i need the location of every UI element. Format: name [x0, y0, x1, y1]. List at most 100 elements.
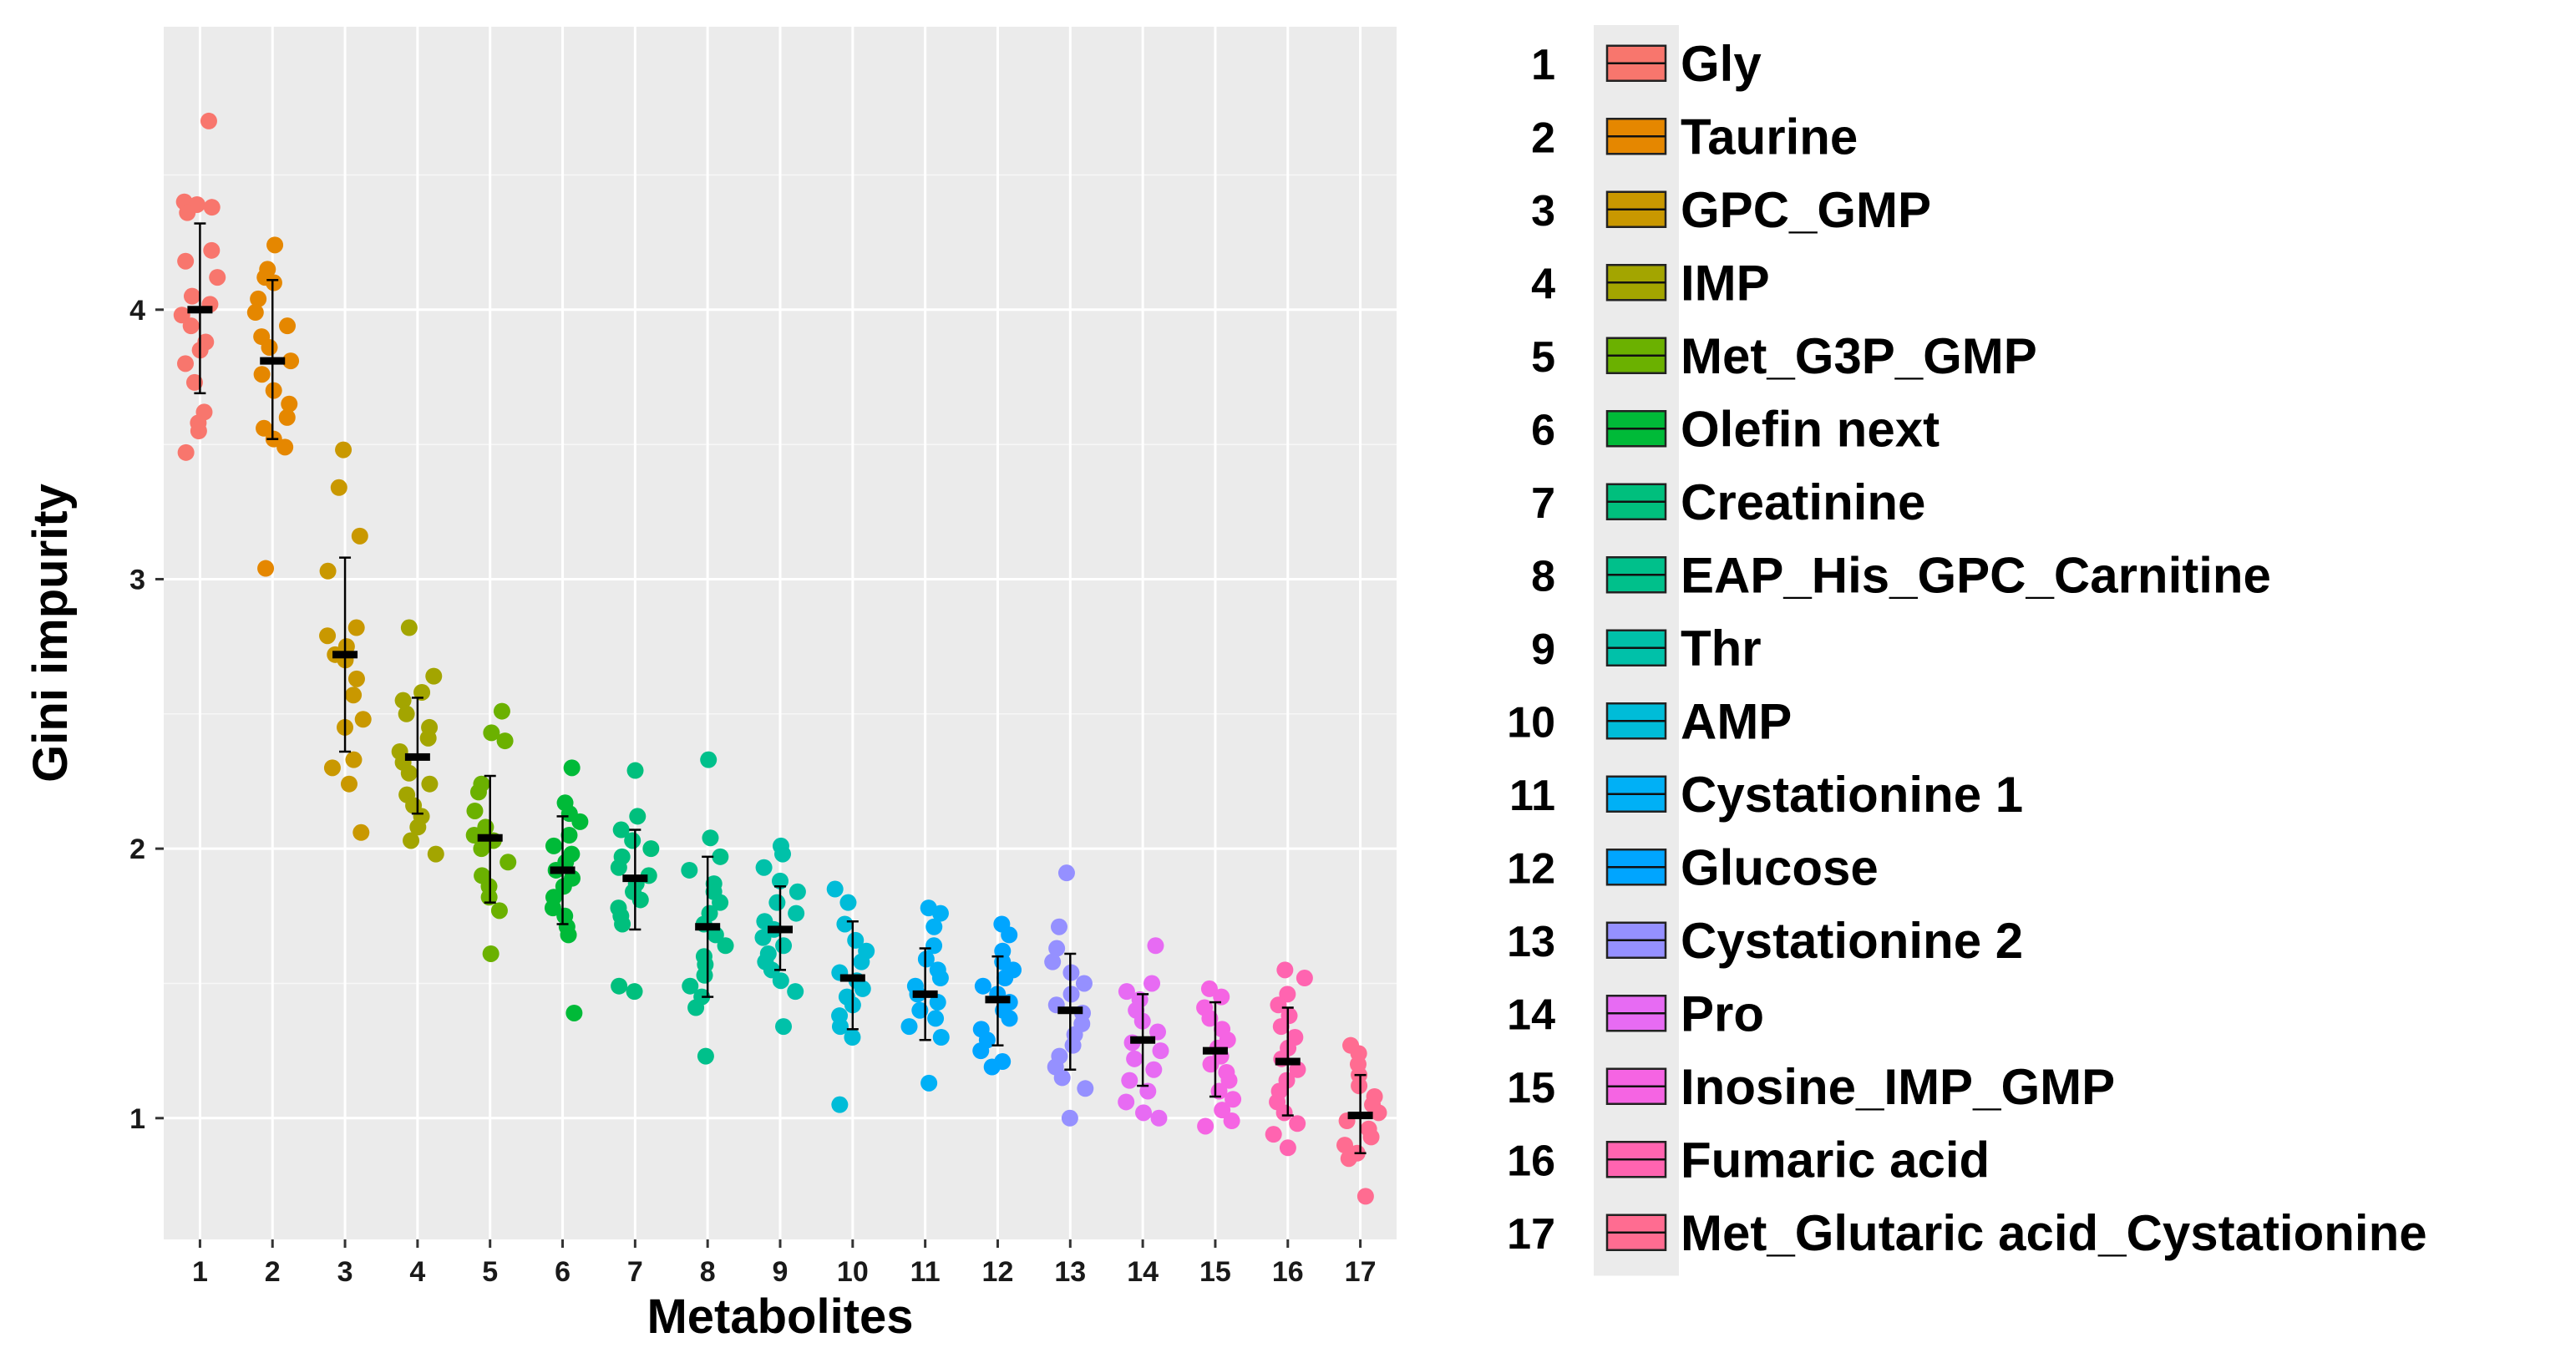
data-point — [1118, 1093, 1135, 1111]
data-point — [319, 562, 337, 580]
mean-marker — [695, 923, 721, 931]
mean-marker — [622, 874, 648, 883]
data-point — [1289, 1115, 1306, 1133]
data-point — [631, 891, 649, 909]
data-point — [352, 823, 370, 841]
legend-number: 8 — [1531, 552, 1555, 600]
legend-number: 3 — [1531, 187, 1555, 236]
legend-number: 15 — [1507, 1064, 1555, 1112]
data-point — [687, 999, 705, 1016]
data-point — [612, 821, 630, 839]
data-point — [276, 438, 294, 456]
data-point — [1289, 1061, 1306, 1078]
data-point — [1276, 961, 1294, 979]
mean-marker — [985, 996, 1011, 1004]
data-point — [768, 894, 786, 911]
data-point — [1279, 1139, 1296, 1157]
data-point — [707, 926, 724, 944]
series-2-points — [246, 236, 300, 577]
x-tick-label: 3 — [337, 1256, 353, 1288]
series-17-points — [1336, 1036, 1387, 1205]
data-point — [1139, 1082, 1157, 1100]
data-point — [911, 1001, 929, 1019]
data-point — [409, 818, 427, 836]
data-point — [1213, 988, 1230, 1006]
data-point — [1225, 1091, 1242, 1108]
data-point — [1223, 1112, 1240, 1130]
data-point — [1061, 1109, 1078, 1127]
mean-marker — [1130, 1036, 1156, 1044]
data-point — [179, 204, 196, 221]
mean-marker — [550, 866, 576, 874]
x-tick-label: 13 — [1054, 1256, 1086, 1288]
series-6-points — [544, 759, 589, 1021]
data-point — [545, 837, 562, 854]
data-point — [1197, 1117, 1214, 1135]
data-point — [419, 729, 437, 747]
data-point — [788, 904, 805, 922]
data-point — [209, 269, 226, 286]
x-tick-label: 12 — [982, 1256, 1014, 1288]
mean-marker — [912, 990, 938, 998]
data-point — [203, 199, 221, 216]
mean-marker — [187, 306, 213, 314]
data-point — [925, 918, 943, 935]
data-point — [712, 894, 729, 911]
data-point — [972, 1042, 990, 1060]
data-point — [1077, 1080, 1094, 1097]
legend-number: 1 — [1531, 41, 1555, 89]
data-point — [335, 441, 352, 459]
data-point — [1149, 1023, 1167, 1041]
y-tick-label: 1 — [129, 1103, 145, 1135]
data-point — [696, 966, 713, 984]
mean-marker — [477, 834, 503, 842]
data-point — [425, 667, 443, 685]
data-point — [427, 845, 444, 863]
legend-number: 5 — [1531, 333, 1555, 382]
legend-number: 11 — [1509, 772, 1555, 820]
x-tick-label: 10 — [837, 1256, 869, 1288]
data-point — [1362, 1128, 1380, 1146]
series-9-points — [754, 837, 806, 1036]
legend-label: Cystationine 2 — [1681, 913, 2023, 969]
legend-number: 4 — [1531, 260, 1555, 308]
x-axis: 1 2 3 4 5 6 7 8 9 10 11 12 13 14 15 16 17 — [192, 1239, 1377, 1288]
legend-label: Inosine_IMP_GMP — [1681, 1059, 2115, 1115]
data-point — [347, 619, 365, 636]
data-point — [624, 832, 641, 849]
data-point — [927, 1010, 945, 1027]
data-point — [854, 980, 871, 997]
data-point — [682, 977, 699, 995]
data-point — [700, 751, 718, 768]
x-tick-label: 16 — [1272, 1256, 1304, 1288]
data-point — [775, 937, 793, 955]
data-point — [282, 352, 300, 370]
data-point — [177, 252, 195, 270]
data-point — [702, 829, 719, 847]
x-tick-label: 15 — [1199, 1256, 1231, 1288]
x-tick-label: 4 — [409, 1256, 425, 1288]
data-point — [931, 970, 949, 987]
data-point — [610, 859, 627, 876]
data-point — [490, 902, 508, 920]
data-point — [611, 977, 628, 995]
data-point — [1370, 1104, 1387, 1122]
data-point — [775, 1018, 793, 1036]
mean-marker — [1347, 1112, 1373, 1120]
data-point — [774, 845, 792, 863]
data-point — [1265, 1126, 1282, 1143]
data-point — [920, 1074, 938, 1092]
data-point — [394, 692, 412, 709]
data-point — [354, 711, 372, 728]
legend-label: IMP — [1681, 255, 1770, 311]
data-point — [246, 304, 264, 322]
y-tick-label: 3 — [129, 564, 145, 595]
legend-label: Met_Glutaric acid_Cystationine — [1681, 1205, 2427, 1261]
data-point — [681, 861, 698, 879]
data-point — [400, 619, 418, 636]
data-point — [1351, 1077, 1368, 1095]
legend-label: Fumaric acid — [1681, 1132, 1990, 1188]
data-point — [839, 894, 857, 911]
data-point — [183, 287, 200, 305]
series-1-points — [173, 112, 226, 461]
